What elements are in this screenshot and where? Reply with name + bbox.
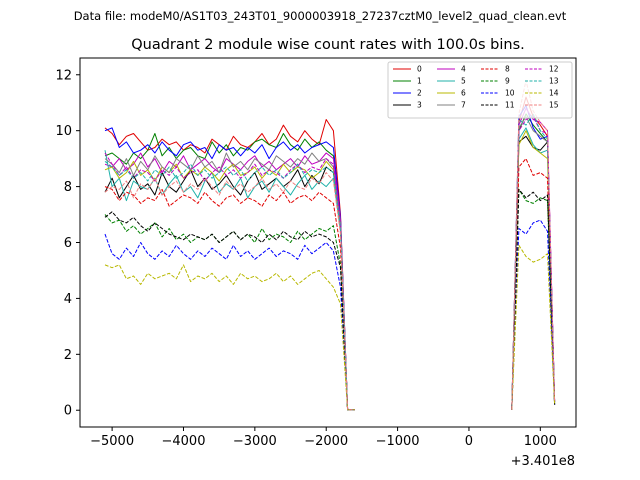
- x-tick-label: −2000: [304, 434, 348, 449]
- series-8-line: [104, 186, 355, 411]
- legend-label-9: 9: [505, 77, 510, 86]
- legend-label-14: 14: [549, 89, 559, 98]
- series-4-line: [104, 152, 355, 411]
- series-10-line: [104, 233, 355, 411]
- series-11-line: [511, 188, 556, 410]
- series-14-line: [104, 264, 355, 411]
- series-14-line: [511, 244, 556, 410]
- series-6-line: [104, 160, 355, 411]
- legend-label-10: 10: [505, 89, 515, 98]
- y-tick-label: 4: [64, 292, 72, 307]
- legend-label-12: 12: [549, 65, 559, 74]
- x-tick-label: 1000: [524, 434, 557, 449]
- chart-suptitle: Data file: modeM0/AS1T03_243T01_90000039…: [74, 9, 567, 23]
- legend-label-3: 3: [417, 101, 422, 110]
- legend-label-1: 1: [417, 77, 422, 86]
- x-axis-offset-label: +3.401e8: [511, 454, 575, 469]
- series-13-line: [104, 161, 355, 411]
- legend-label-4: 4: [461, 65, 466, 74]
- legend-label-7: 7: [461, 101, 466, 110]
- series-10-line: [511, 219, 556, 410]
- x-tick-label: −1000: [376, 434, 420, 449]
- legend-label-2: 2: [417, 89, 422, 98]
- legend-label-0: 0: [417, 65, 422, 74]
- x-tick-label: −4000: [161, 434, 205, 449]
- chart-title: Quadrant 2 module wise count rates with …: [131, 37, 525, 53]
- y-tick-label: 8: [64, 180, 72, 195]
- legend-label-15: 15: [549, 101, 559, 110]
- x-tick-label: 0: [465, 434, 473, 449]
- x-tick-label: −5000: [90, 434, 134, 449]
- series-11-line: [104, 211, 355, 411]
- y-tick-label: 2: [64, 348, 72, 363]
- y-tick-label: 10: [55, 124, 72, 139]
- y-tick-label: 12: [55, 68, 72, 83]
- series-2-line: [104, 127, 355, 411]
- series-8-line: [511, 158, 556, 410]
- legend-label-5: 5: [461, 77, 466, 86]
- series-0-line: [104, 119, 355, 411]
- x-tick-label: −3000: [233, 434, 277, 449]
- legend-label-6: 6: [461, 89, 466, 98]
- legend-label-13: 13: [549, 77, 559, 86]
- series-15-line: [104, 172, 355, 411]
- y-tick-label: 6: [64, 236, 72, 251]
- series-12-line: [104, 152, 355, 411]
- series-4-line: [511, 107, 556, 410]
- y-tick-label: 0: [64, 404, 72, 419]
- legend-label-11: 11: [505, 101, 515, 110]
- series-7-line: [104, 152, 355, 411]
- legend-label-8: 8: [505, 65, 510, 74]
- legend-frame: [387, 61, 573, 119]
